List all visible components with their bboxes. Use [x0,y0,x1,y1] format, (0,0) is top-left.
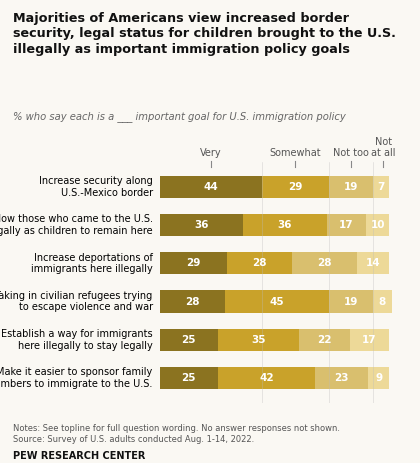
Text: 7: 7 [378,182,385,192]
Bar [243,214,327,236]
Text: 42: 42 [259,373,274,383]
Bar [329,176,373,198]
Bar [368,367,389,389]
Text: 17: 17 [362,335,377,345]
Text: 36: 36 [194,220,209,230]
Bar [315,367,368,389]
Text: 35: 35 [251,335,265,345]
Bar [299,329,350,351]
Bar [225,290,329,313]
Text: 29: 29 [186,258,200,269]
Text: 25: 25 [181,335,196,345]
Text: % who say each is a ___ important goal for U.S. immigration policy: % who say each is a ___ important goal f… [13,111,345,122]
Text: 10: 10 [370,220,385,230]
Text: 19: 19 [344,296,358,307]
Text: 8: 8 [379,296,386,307]
Text: 22: 22 [317,335,331,345]
Bar [227,252,292,275]
Text: Majorities of Americans view increased border
security, legal status for childre: Majorities of Americans view increased b… [13,12,396,56]
Bar [373,176,389,198]
Bar [160,176,262,198]
Text: 23: 23 [334,373,349,383]
Text: 28: 28 [317,258,331,269]
Text: Notes: See topline for full question wording. No answer responses not shown.
Sou: Notes: See topline for full question wor… [13,424,340,444]
Text: 36: 36 [278,220,292,230]
Bar [160,290,225,313]
Bar [327,214,366,236]
Text: 29: 29 [288,182,302,192]
Text: 14: 14 [366,258,381,269]
Bar [373,290,391,313]
Bar [160,329,218,351]
Text: 25: 25 [181,373,196,383]
Text: 44: 44 [203,182,218,192]
Bar [366,214,389,236]
Text: Not too: Not too [333,148,369,158]
Text: 9: 9 [375,373,382,383]
Text: 45: 45 [270,296,284,307]
Bar [329,290,373,313]
Text: 17: 17 [339,220,354,230]
Text: 28: 28 [185,296,200,307]
Bar [292,252,357,275]
Bar [218,367,315,389]
Text: Very: Very [200,148,221,158]
Text: 19: 19 [344,182,358,192]
Bar [357,252,389,275]
Text: Somewhat: Somewhat [270,148,321,158]
Bar [160,367,218,389]
Text: Not
at all: Not at all [371,137,396,158]
Bar [350,329,389,351]
Bar [218,329,299,351]
Text: 28: 28 [252,258,267,269]
Bar [160,252,227,275]
Bar [262,176,329,198]
Text: PEW RESEARCH CENTER: PEW RESEARCH CENTER [13,451,145,462]
Bar [160,214,243,236]
